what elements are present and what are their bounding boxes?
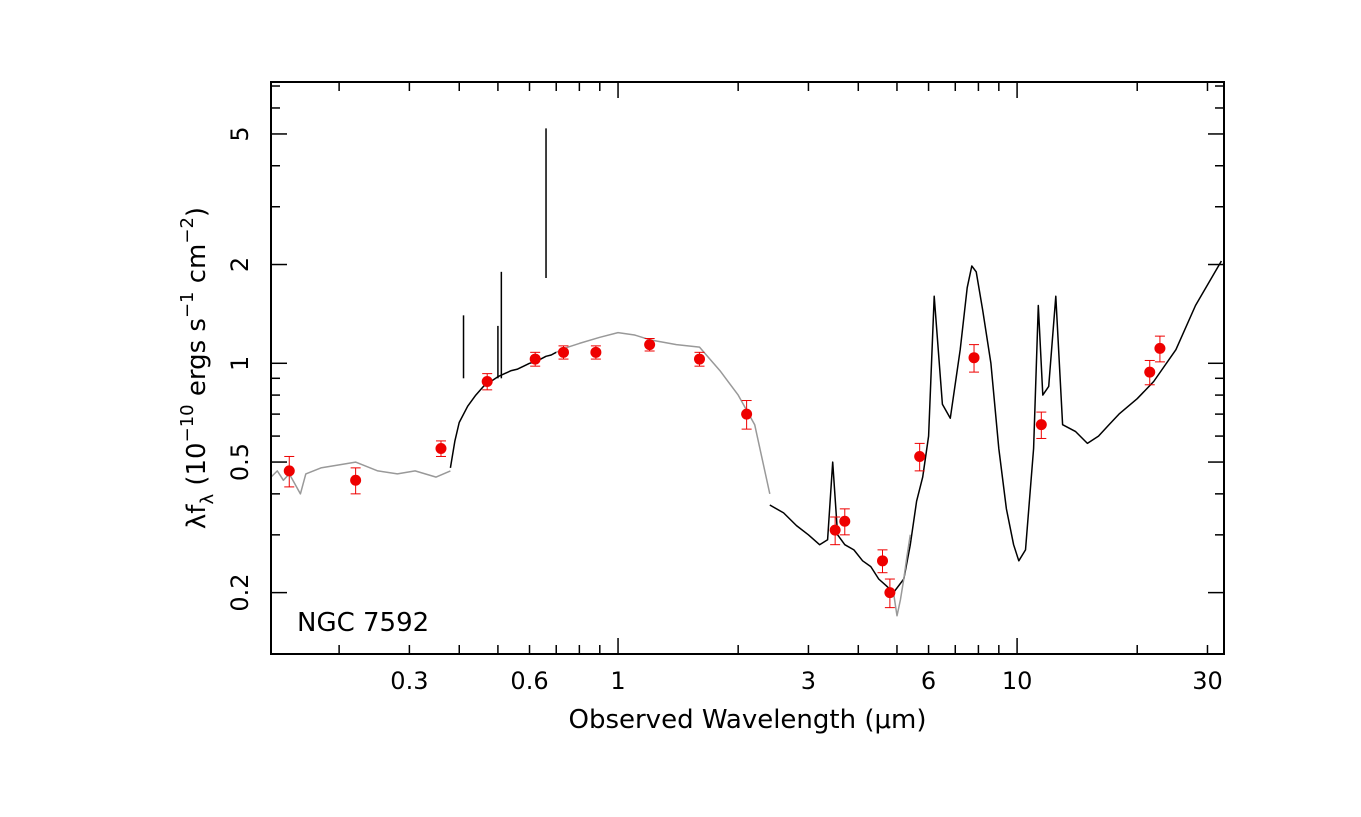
data-point [435,442,447,454]
spectrum-curve [449,351,557,469]
x-tick-label: 30 [1192,667,1223,695]
model-curve [892,534,912,617]
y-label-close: ) [182,207,212,217]
data-point [557,346,569,358]
y-label-exp3: −2 [177,217,198,244]
chart-marks [270,128,1223,617]
data-point [877,555,889,567]
data-point [481,376,493,388]
x-tick-label: 0.3 [390,667,428,695]
data-point [829,524,841,536]
y-label-subscript: λ [197,494,218,505]
model-curve [270,461,451,495]
y-label-exp2: −1 [177,291,198,318]
data-point [529,353,541,365]
y-axis: 0.2 0.5 1 2 5 [226,85,1224,612]
data-point [1035,419,1047,431]
y-label-mid1: ergs s [182,318,212,404]
data-point [884,587,896,599]
x-tick-label: 6 [921,667,936,695]
x-tick-label: 0.6 [510,667,548,695]
y-label-open: (10 [182,442,212,494]
data-point [914,450,926,462]
x-axis-label: Observed Wavelength (μm) [568,705,926,735]
data-point [741,408,753,420]
y-label-exp1: −10 [177,404,198,442]
x-tick-label: 3 [801,667,816,695]
data-point [1144,366,1156,378]
spectrum-curve [769,260,1223,594]
y-tick-label: 2 [226,257,254,272]
object-label: NGC 7592 [297,608,429,638]
y-axis-label: λfλ (10−10 ergs s−1 cm−2) [177,207,218,529]
data-point [350,474,362,486]
y-tick-label: 0.2 [226,574,254,612]
model-curve [555,331,771,495]
y-label-prefix: λf [182,504,212,529]
data-point [1154,342,1166,354]
data-point [839,515,851,527]
y-label-mid2: cm [182,244,212,292]
y-tick-label: 0.5 [226,443,254,481]
x-axis: 0.3 0.6 1 3 6 10 30 [338,82,1223,695]
y-tick-label: 1 [226,356,254,371]
data-point [968,352,980,364]
x-tick-label: 10 [1002,667,1033,695]
data-point [644,339,656,351]
data-point [590,346,602,358]
plot-frame [270,81,1225,655]
data-point [693,353,705,365]
y-tick-label: 5 [226,126,254,141]
data-point [283,465,295,477]
x-tick-label: 1 [610,667,625,695]
